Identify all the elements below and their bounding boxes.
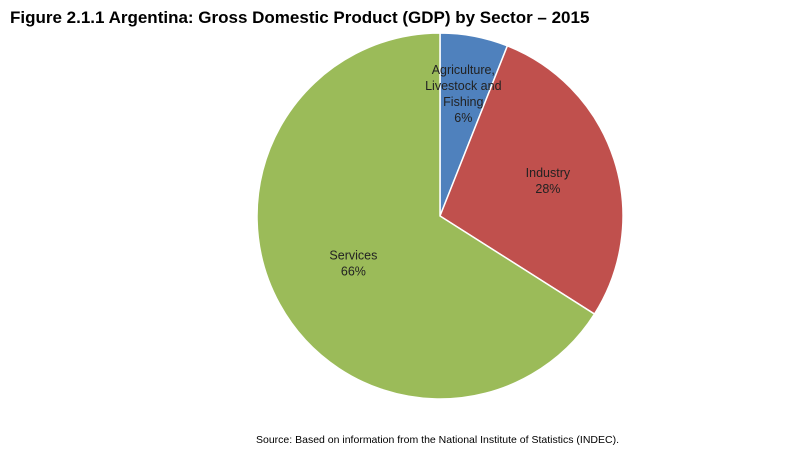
slice-label-industry: Industry 28% [526, 166, 571, 196]
slice-label-agriculture: Agriculture, Livestock and Fishing 6% [425, 63, 501, 125]
slice-label-services: Services 66% [329, 249, 377, 279]
pie-slice-services [256, 32, 596, 400]
pie-slice-industry [439, 44, 624, 316]
chart-title: Figure 2.1.1 Argentina: Gross Domestic P… [10, 8, 590, 27]
source-note: Source: Based on information from the Na… [256, 434, 619, 446]
